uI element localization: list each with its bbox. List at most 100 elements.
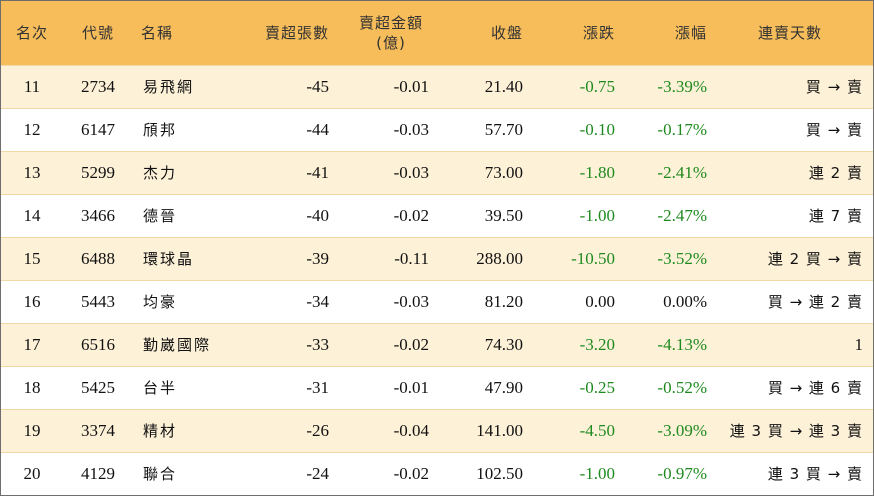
cell-close: 39.50 xyxy=(484,205,523,225)
cell-change-pct: 0.00% xyxy=(663,291,707,311)
cell-code: 3466 xyxy=(81,205,115,225)
header-code: 代號 xyxy=(81,23,114,42)
header-change-pct: 漲幅 xyxy=(674,23,707,42)
table-row: 17 6516 勤崴國際 -33 -0.02 74.30 -3.20 -4.13… xyxy=(1,323,873,366)
cell-streak: 連 2 買 → 賣 xyxy=(767,250,863,268)
header-net-sell-amount-line1: 賣超金額 xyxy=(358,13,423,32)
cell-code: 5299 xyxy=(81,162,115,182)
cell-lots: -44 xyxy=(306,119,329,139)
cell-lots: -33 xyxy=(306,334,329,354)
cell-name: 勤崴國際 xyxy=(143,336,212,354)
header-net-sell-amount-line2: (億) xyxy=(376,33,406,52)
header-streak: 連賣天數 xyxy=(757,23,822,42)
cell-amount: -0.02 xyxy=(393,334,429,354)
cell-code: 6147 xyxy=(81,119,115,139)
cell-amount: -0.01 xyxy=(393,377,429,397)
header-change: 漲跌 xyxy=(582,23,615,42)
cell-close: 288.00 xyxy=(476,248,523,268)
table-row: 16 5443 均豪 -34 -0.03 81.20 0.00 0.00% 買 … xyxy=(1,280,873,323)
table-row: 12 6147 頎邦 -44 -0.03 57.70 -0.10 -0.17% … xyxy=(1,108,873,151)
cell-lots: -41 xyxy=(306,162,329,182)
cell-change: -1.80 xyxy=(579,162,615,182)
cell-amount: -0.03 xyxy=(393,119,429,139)
cell-streak: 買 → 連 6 賣 xyxy=(767,379,863,397)
cell-code: 3374 xyxy=(81,420,115,440)
cell-change-pct: -2.47% xyxy=(657,205,707,225)
cell-change: 0.00 xyxy=(585,291,615,311)
cell-name: 杰力 xyxy=(143,164,178,182)
cell-close: 73.00 xyxy=(484,162,523,182)
table-row: 13 5299 杰力 -41 -0.03 73.00 -1.80 -2.41% … xyxy=(1,151,873,194)
cell-code: 6488 xyxy=(81,248,115,268)
cell-streak: 買 → 連 2 賣 xyxy=(767,293,863,311)
cell-change-pct: -0.17% xyxy=(657,119,707,139)
cell-change-pct: -3.09% xyxy=(657,420,707,440)
cell-change: -3.20 xyxy=(579,334,615,354)
cell-rank: 13 xyxy=(23,162,41,182)
cell-change: -4.50 xyxy=(579,420,615,440)
cell-change: -0.75 xyxy=(579,76,615,96)
cell-close: 74.30 xyxy=(484,334,523,354)
cell-name: 環球晶 xyxy=(143,250,195,268)
cell-streak: 連 3 買 → 連 3 賣 xyxy=(729,422,863,440)
table-row: 20 4129 聯合 -24 -0.02 102.50 -1.00 -0.97%… xyxy=(1,452,873,495)
table-row: 15 6488 環球晶 -39 -0.11 288.00 -10.50 -3.5… xyxy=(1,237,873,280)
cell-name: 台半 xyxy=(143,379,178,397)
cell-rank: 20 xyxy=(23,463,41,483)
cell-streak: 連 3 買 → 賣 xyxy=(767,465,863,484)
cell-rank: 14 xyxy=(23,205,41,225)
cell-rank: 18 xyxy=(23,377,41,397)
table-row: 18 5425 台半 -31 -0.01 47.90 -0.25 -0.52% … xyxy=(1,366,873,409)
cell-change-pct: -2.41% xyxy=(657,162,707,182)
cell-streak: 買 → 賣 xyxy=(805,78,863,96)
cell-rank: 11 xyxy=(23,76,41,96)
header-net-sell-amount: 賣超金額 (億) xyxy=(329,1,429,65)
cell-amount: -0.03 xyxy=(393,162,429,182)
cell-close: 21.40 xyxy=(484,76,523,96)
cell-name: 頎邦 xyxy=(143,121,178,139)
cell-change-pct: -3.52% xyxy=(657,248,707,268)
header-name: 名稱 xyxy=(141,23,174,42)
cell-amount: -0.01 xyxy=(393,76,429,96)
cell-lots: -34 xyxy=(306,291,329,311)
cell-close: 81.20 xyxy=(484,291,523,311)
cell-name: 均豪 xyxy=(143,293,178,311)
cell-change-pct: -0.52% xyxy=(657,377,707,397)
cell-change-pct: -4.13% xyxy=(657,334,707,354)
cell-lots: -26 xyxy=(306,420,329,440)
cell-lots: -40 xyxy=(306,205,329,225)
cell-rank: 17 xyxy=(23,334,41,354)
cell-rank: 16 xyxy=(23,291,41,311)
cell-lots: -24 xyxy=(306,463,329,483)
cell-streak: 連 2 賣 xyxy=(808,164,863,182)
cell-lots: -45 xyxy=(306,76,329,96)
cell-streak: 1 xyxy=(854,334,864,354)
cell-code: 5425 xyxy=(81,377,115,397)
cell-close: 57.70 xyxy=(484,119,523,139)
cell-close: 102.50 xyxy=(476,463,523,483)
cell-change: -1.00 xyxy=(579,463,615,483)
cell-name: 易飛網 xyxy=(143,78,195,96)
cell-amount: -0.02 xyxy=(393,463,429,483)
table-header-row: 名次 代號 名稱 賣超張數 賣超金額 (億) 收盤 漲跌 漲幅 連賣天數 xyxy=(1,1,873,65)
cell-change: -1.00 xyxy=(579,205,615,225)
cell-rank: 12 xyxy=(23,119,41,139)
cell-amount: -0.02 xyxy=(393,205,429,225)
cell-close: 47.90 xyxy=(484,377,523,397)
cell-rank: 15 xyxy=(23,248,41,268)
cell-change: -0.25 xyxy=(579,377,615,397)
cell-name: 德晉 xyxy=(143,207,178,225)
table-row: 14 3466 德晉 -40 -0.02 39.50 -1.00 -2.47% … xyxy=(1,194,873,237)
cell-change-pct: -0.97% xyxy=(657,463,707,483)
cell-change-pct: -3.39% xyxy=(657,76,707,96)
cell-code: 2734 xyxy=(81,76,115,96)
cell-amount: -0.03 xyxy=(393,291,429,311)
cell-name: 精材 xyxy=(143,422,178,440)
cell-lots: -39 xyxy=(306,248,329,268)
cell-name: 聯合 xyxy=(143,465,178,484)
table-row: 19 3374 精材 -26 -0.04 141.00 -4.50 -3.09%… xyxy=(1,409,873,452)
header-net-sell-lots: 賣超張數 xyxy=(264,23,329,42)
table-row: 11 2734 易飛網 -45 -0.01 21.40 -0.75 -3.39%… xyxy=(1,65,873,108)
